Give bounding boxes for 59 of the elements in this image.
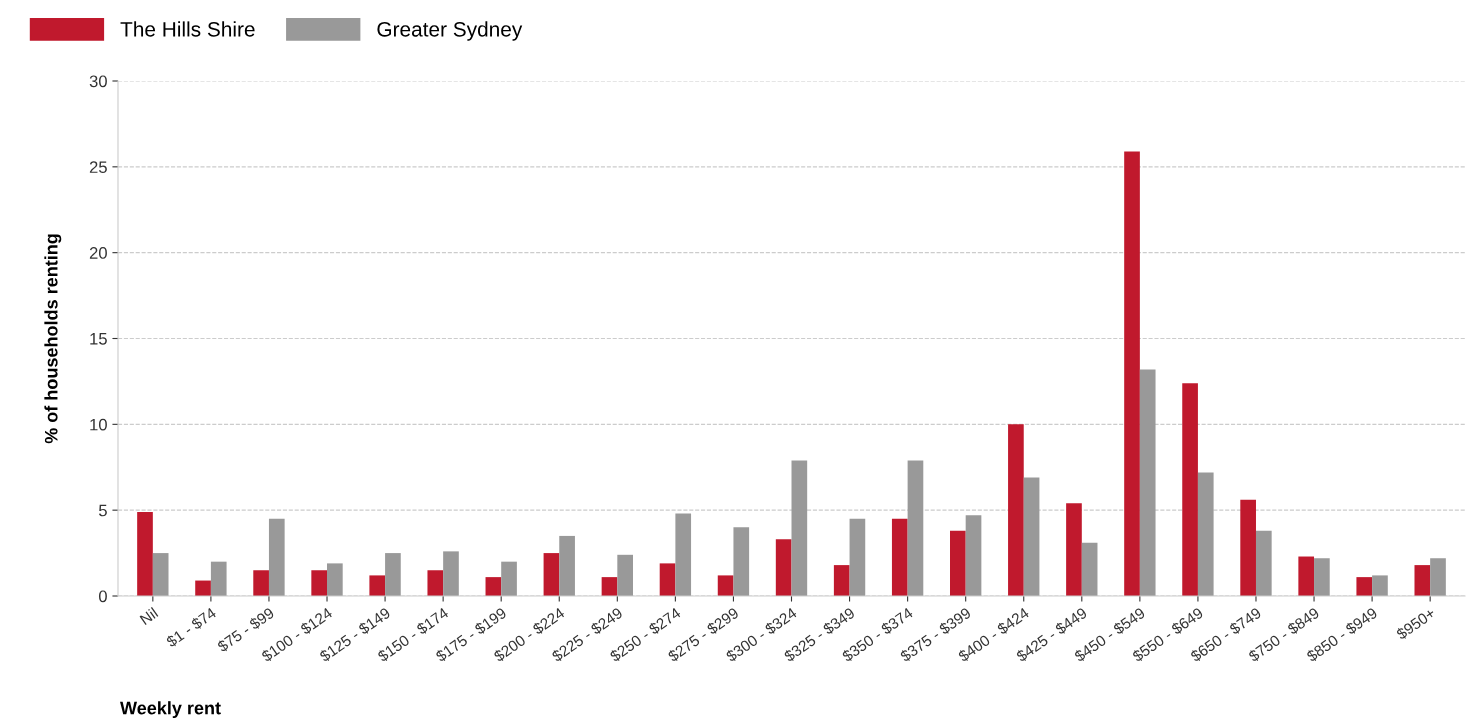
bar <box>1314 558 1330 596</box>
bar <box>1124 151 1140 596</box>
y-tick-label: 30 <box>89 75 107 88</box>
y-tick-label: 15 <box>90 333 107 345</box>
bar <box>950 530 966 596</box>
bar <box>1182 383 1198 596</box>
y-tick-label: 10 <box>90 418 107 431</box>
bar <box>907 460 924 596</box>
bar <box>733 527 750 596</box>
bar <box>443 551 459 596</box>
bar <box>543 553 560 596</box>
bar <box>659 563 676 596</box>
bar <box>1255 530 1272 596</box>
bar <box>1139 369 1156 596</box>
bar <box>195 580 211 596</box>
bar <box>1356 577 1373 596</box>
y-tick-label: 5 <box>98 504 107 517</box>
bar <box>849 518 866 596</box>
bar <box>1414 565 1431 596</box>
bar <box>485 577 502 596</box>
bar <box>152 553 169 596</box>
y-tick-label: 25 <box>89 161 107 174</box>
bar <box>311 570 328 596</box>
bar <box>1066 503 1082 596</box>
bar <box>253 570 269 596</box>
bar <box>137 511 153 596</box>
bar <box>1008 424 1024 596</box>
bar <box>791 460 808 596</box>
legend-label: Greater Sydney <box>377 21 523 41</box>
bar <box>1372 575 1388 596</box>
bar <box>965 515 982 596</box>
y-axis-title: % of households renting <box>44 234 62 444</box>
bar <box>1240 499 1256 596</box>
bar <box>601 577 618 596</box>
bar <box>775 539 792 596</box>
legend-label: The Hills Shire <box>120 21 255 37</box>
bar <box>210 561 227 596</box>
bar <box>1197 472 1214 596</box>
bar <box>1081 542 1098 596</box>
x-tick-label: $1 - $74 <box>164 606 218 649</box>
y-tick-label: 0 <box>98 590 107 603</box>
bar <box>501 561 517 596</box>
bar <box>559 535 575 596</box>
bar <box>1430 558 1446 596</box>
bar <box>717 575 734 596</box>
x-axis-title: Weekly rent <box>120 701 221 718</box>
y-tick-label: 20 <box>89 247 107 259</box>
x-tick-label: Nil <box>139 607 159 625</box>
bar <box>1023 477 1040 596</box>
bar <box>427 570 444 596</box>
bar <box>891 518 908 596</box>
bar <box>617 554 633 596</box>
bar <box>833 565 850 596</box>
bar <box>385 553 401 596</box>
bar <box>675 513 692 596</box>
bar <box>268 518 285 596</box>
bar <box>369 575 386 596</box>
bar <box>327 563 343 596</box>
bar <box>1298 556 1315 596</box>
